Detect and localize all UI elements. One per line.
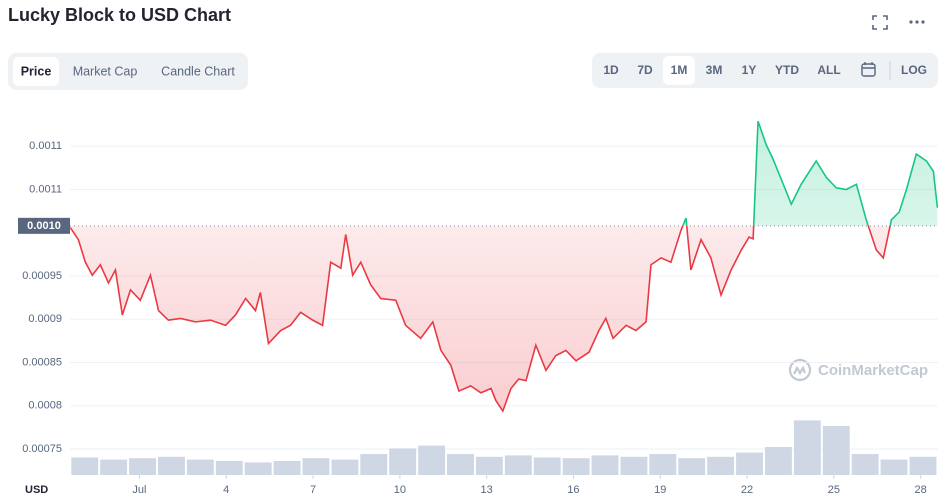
tab[interactable]: Market Cap xyxy=(73,64,138,78)
price-area-down xyxy=(70,225,938,411)
volume-bar xyxy=(273,461,301,475)
tab[interactable]: Price xyxy=(21,64,52,78)
y-tick-label: 0.0011 xyxy=(29,140,62,152)
title: Lucky Block to USD Chart xyxy=(8,5,231,25)
volume-bar xyxy=(71,457,99,475)
volume-bar xyxy=(707,456,735,475)
volume-bar xyxy=(533,457,561,475)
volume-bar xyxy=(822,426,850,475)
volume-bar xyxy=(851,454,879,475)
x-tick-label: 25 xyxy=(828,484,840,496)
x-tick-label: Jul xyxy=(132,484,146,496)
active-tab-bg xyxy=(13,57,59,86)
volume-bar xyxy=(909,456,937,475)
volume-bar xyxy=(331,459,359,475)
volume-bar xyxy=(389,448,417,475)
range-button[interactable]: YTD xyxy=(775,63,799,77)
currency-label: USD xyxy=(25,484,48,496)
volume-bar xyxy=(158,456,185,475)
calendar-icon[interactable] xyxy=(861,62,876,77)
y-tick-label: 0.00085 xyxy=(22,356,62,368)
volume-bar xyxy=(649,454,677,475)
volume-bar xyxy=(360,454,388,475)
tab-group xyxy=(8,53,248,90)
y-tick-label: 0.00075 xyxy=(22,443,62,455)
x-tick-label: 13 xyxy=(481,484,493,496)
expand-icon[interactable] xyxy=(872,15,888,30)
price-line-up xyxy=(681,120,939,226)
volume-bar xyxy=(100,459,128,475)
x-tick-label: 28 xyxy=(915,484,927,496)
watermark: CoinMarketCap xyxy=(818,362,928,379)
y-tick-label: 0.0008 xyxy=(28,400,62,412)
y-tick-label: 0.0011 xyxy=(29,183,62,195)
volume-bar xyxy=(186,459,214,475)
volume-bar xyxy=(244,462,272,475)
y-tick-label: 0.0009 xyxy=(28,313,62,325)
x-tick-label: 16 xyxy=(567,484,579,496)
volume-bar xyxy=(880,459,908,475)
volume-bar xyxy=(418,445,446,475)
y-tick-label: 0.00095 xyxy=(22,270,62,282)
volume-bar xyxy=(129,458,157,475)
volume-bar xyxy=(793,420,821,475)
tab[interactable]: Candle Chart xyxy=(161,64,235,78)
volume-bar xyxy=(591,455,619,475)
volume-bar xyxy=(302,458,330,475)
reference-label-bg xyxy=(18,217,70,234)
log-button[interactable]: LOG xyxy=(901,63,927,77)
more-icon[interactable] xyxy=(909,20,925,24)
range-button[interactable]: 1D xyxy=(603,63,619,77)
reference-label: 0.0010 xyxy=(27,220,61,232)
volume-bar xyxy=(678,458,706,475)
volume-bar xyxy=(447,454,474,475)
volume-bar xyxy=(736,452,763,475)
range-button[interactable]: ALL xyxy=(817,63,840,77)
x-tick-label: 19 xyxy=(654,484,666,496)
volume-bar xyxy=(215,461,243,475)
volume-bar xyxy=(620,456,648,475)
range-button[interactable]: 7D xyxy=(637,63,653,77)
x-tick-label: 10 xyxy=(394,484,406,496)
range-button[interactable]: 3M xyxy=(706,63,723,77)
x-tick-label: 4 xyxy=(223,484,229,496)
volume-bar xyxy=(475,456,503,475)
range-button[interactable]: 1M xyxy=(671,63,688,77)
volume-bar xyxy=(504,455,532,475)
price-line-down xyxy=(69,225,891,413)
volume-bar xyxy=(562,458,590,475)
price-area-up xyxy=(682,121,938,226)
volume-bar xyxy=(764,447,792,475)
range-button[interactable]: 1Y xyxy=(742,63,757,77)
active-range-bg xyxy=(663,56,695,85)
x-tick-label: 22 xyxy=(741,484,753,496)
x-tick-label: 7 xyxy=(310,484,316,496)
watermark-logo xyxy=(788,358,812,382)
